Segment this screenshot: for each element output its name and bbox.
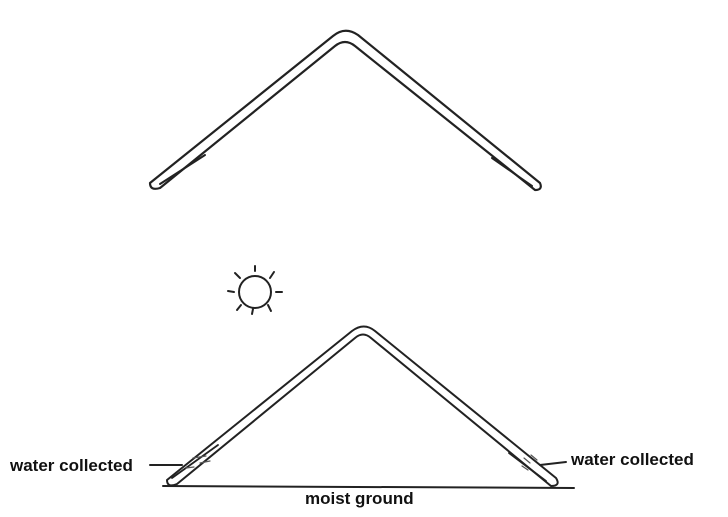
lower-tent: [166, 325, 559, 487]
upper-tent: [148, 29, 542, 192]
leader-right: [539, 461, 567, 466]
sun-icon: [227, 265, 283, 315]
ground-line: [162, 485, 575, 489]
moist-ground-label: moist ground: [305, 489, 414, 508]
water-marks: [185, 454, 538, 471]
water-collected-label-right: water collected: [571, 450, 694, 469]
water-collected-label-left: water collected: [10, 456, 133, 475]
